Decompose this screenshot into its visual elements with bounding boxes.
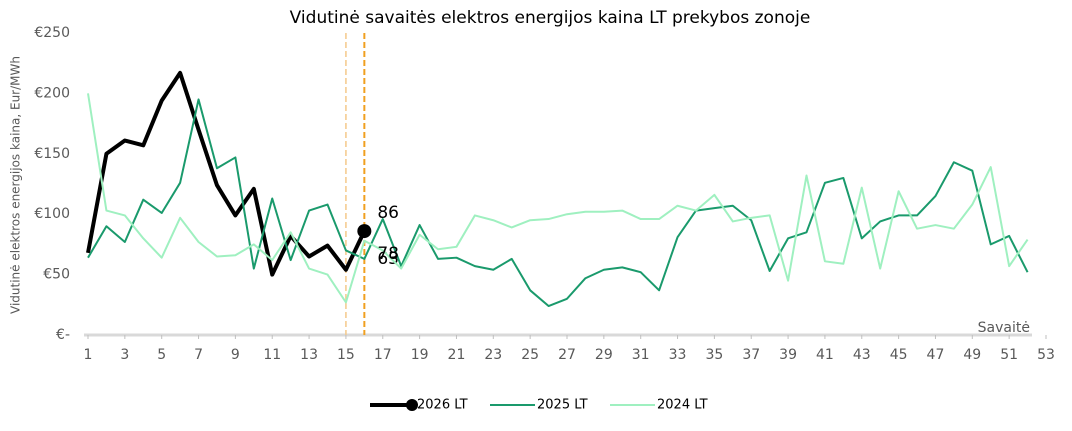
- legend-label: 2024 LT: [657, 398, 708, 413]
- x-tick-label: 7: [194, 347, 203, 363]
- x-tick-label: 11: [263, 347, 281, 363]
- legend-marker: [406, 399, 418, 411]
- x-tick-label: 41: [816, 347, 834, 363]
- x-tick-label: 21: [448, 347, 466, 363]
- x-tick-label: 3: [120, 347, 129, 363]
- x-tick-label: 31: [632, 347, 650, 363]
- y-axis-label: Vidutinė elektros energijos kaina, Eur/M…: [9, 56, 23, 314]
- x-tick-label: 15: [337, 347, 355, 363]
- x-tick-label: 29: [595, 347, 613, 363]
- x-tick-label: 1: [84, 347, 93, 363]
- x-tick-label: 33: [669, 347, 687, 363]
- x-tick-label: 35: [705, 347, 723, 363]
- y-tick-label: €100: [34, 206, 70, 222]
- x-tick-label: 5: [157, 347, 166, 363]
- x-tick-label: 51: [1000, 347, 1018, 363]
- x-tick-label: 13: [300, 347, 318, 363]
- x-tick-label: 49: [963, 347, 981, 363]
- x-axis-label: Savaitė: [978, 320, 1030, 336]
- x-tick-label: 53: [1037, 347, 1055, 363]
- x-tick-label: 23: [484, 347, 502, 363]
- y-tick-label: €200: [34, 85, 70, 101]
- x-tick-label: 45: [890, 347, 908, 363]
- x-tick-label: 43: [853, 347, 871, 363]
- x-tick-label: 27: [558, 347, 576, 363]
- y-tick-label: €-: [56, 327, 70, 343]
- x-tick-label: 9: [231, 347, 240, 363]
- legend-label: 2026 LT: [417, 398, 468, 413]
- series-line: [87, 93, 1029, 304]
- x-tick-label: 19: [411, 347, 429, 363]
- legend-label: 2025 LT: [537, 398, 588, 413]
- y-tick-label: €250: [34, 25, 70, 41]
- data-label: 78: [377, 244, 399, 264]
- x-tick-label: 25: [521, 347, 539, 363]
- x-tick-label: 17: [374, 347, 392, 363]
- x-tick-label: 37: [742, 347, 760, 363]
- chart-title: Vidutinė savaitės elektros energijos kai…: [290, 8, 811, 28]
- data-label: 86: [377, 203, 399, 223]
- line-marker: [357, 224, 372, 239]
- data-label: 63: [377, 249, 399, 269]
- y-tick-label: €50: [43, 267, 70, 283]
- x-tick-label: 47: [927, 347, 945, 363]
- x-tick-label: 39: [779, 347, 797, 363]
- y-tick-label: €150: [34, 146, 70, 162]
- series-line: [86, 70, 367, 277]
